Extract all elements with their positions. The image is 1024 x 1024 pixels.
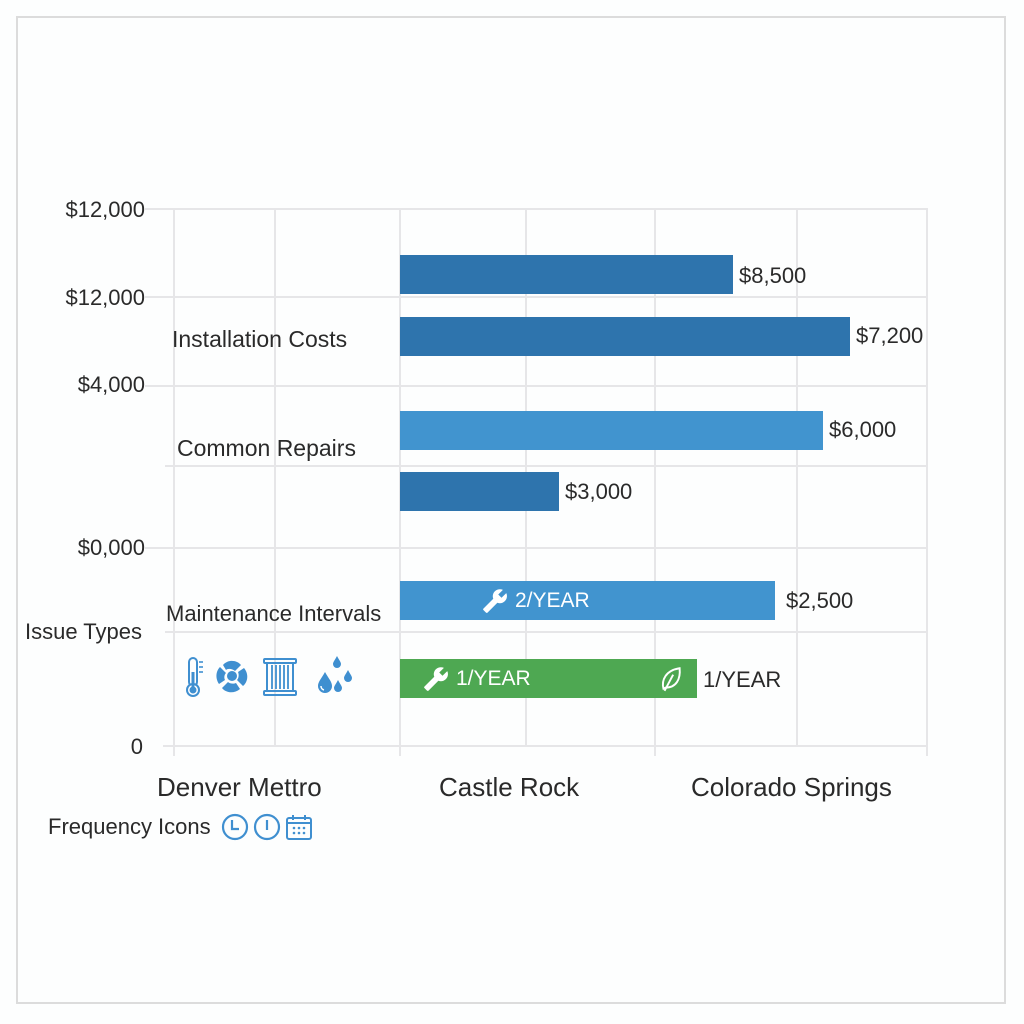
- fan-icon: [213, 657, 251, 695]
- bar-repairs-2[interactable]: [400, 472, 559, 511]
- gridline-v: [926, 209, 928, 756]
- thermometer-icon: [184, 656, 206, 698]
- gridline-v: [274, 209, 276, 746]
- bar-value-label: 1/YEAR: [703, 667, 782, 692]
- bar-value-label: $8,500: [739, 263, 807, 288]
- x-axis-baseline: [163, 745, 928, 747]
- bar-value-label: $2,500: [786, 588, 854, 613]
- wrench-icon: [482, 588, 508, 614]
- x-tick-label: Colorado Springs: [691, 772, 892, 802]
- bar-inner: 2/YEAR: [482, 588, 590, 614]
- bar-value-label: $7,200: [856, 323, 924, 348]
- wrench-icon: [423, 666, 449, 692]
- x-tick-label: Denver Mettro: [157, 772, 322, 802]
- air-filter-icon: [263, 658, 297, 696]
- bar-inner: 1/YEAR: [423, 666, 531, 692]
- gridline-h: [165, 465, 928, 467]
- clock-icon: [253, 813, 281, 841]
- category-label-maintenance: Maintenance Intervals: [166, 601, 382, 626]
- gridline-h: [165, 631, 928, 633]
- clock-icon: [221, 813, 249, 841]
- y-tick-label: $12,000: [65, 285, 145, 310]
- gridline-v: [654, 209, 656, 756]
- bar-inner-label: 1/YEAR: [456, 666, 531, 690]
- y-tick-label: $12,000: [65, 197, 145, 222]
- bar-value-label: $3,000: [565, 479, 633, 504]
- legend-label: Frequency Icons: [48, 814, 211, 839]
- bar-installation-1[interactable]: [400, 255, 733, 294]
- bar-maintenance-1[interactable]: 2/YEAR: [400, 581, 775, 620]
- gridline-h: [145, 296, 928, 298]
- y-axis-title: Issue Types: [25, 619, 142, 644]
- gridline-v: [173, 209, 175, 756]
- gridline-h: [145, 385, 928, 387]
- bar-installation-2[interactable]: [400, 317, 850, 356]
- category-label-installation: Installation Costs: [172, 326, 348, 352]
- y-tick-label: $4,000: [77, 372, 145, 397]
- gridline-v: [796, 209, 798, 746]
- bar-value-label: $6,000: [829, 417, 897, 442]
- y-tick-label: 0: [130, 734, 143, 759]
- category-label-repairs: Common Repairs: [177, 435, 356, 461]
- calendar-icon: [285, 813, 313, 841]
- bar-inner-label: 2/YEAR: [515, 588, 590, 612]
- legend: Frequency Icons: [48, 813, 313, 841]
- x-tick-label: Castle Rock: [439, 772, 580, 802]
- leaf-icon: [658, 665, 684, 693]
- water-drops-icon: [315, 652, 359, 696]
- bar-repairs-1[interactable]: [400, 411, 823, 450]
- bar-maintenance-2[interactable]: 1/YEAR: [400, 659, 697, 698]
- gridline-h: [145, 547, 928, 549]
- y-tick-label: $0,000: [77, 535, 145, 560]
- gridline-h: [145, 208, 928, 210]
